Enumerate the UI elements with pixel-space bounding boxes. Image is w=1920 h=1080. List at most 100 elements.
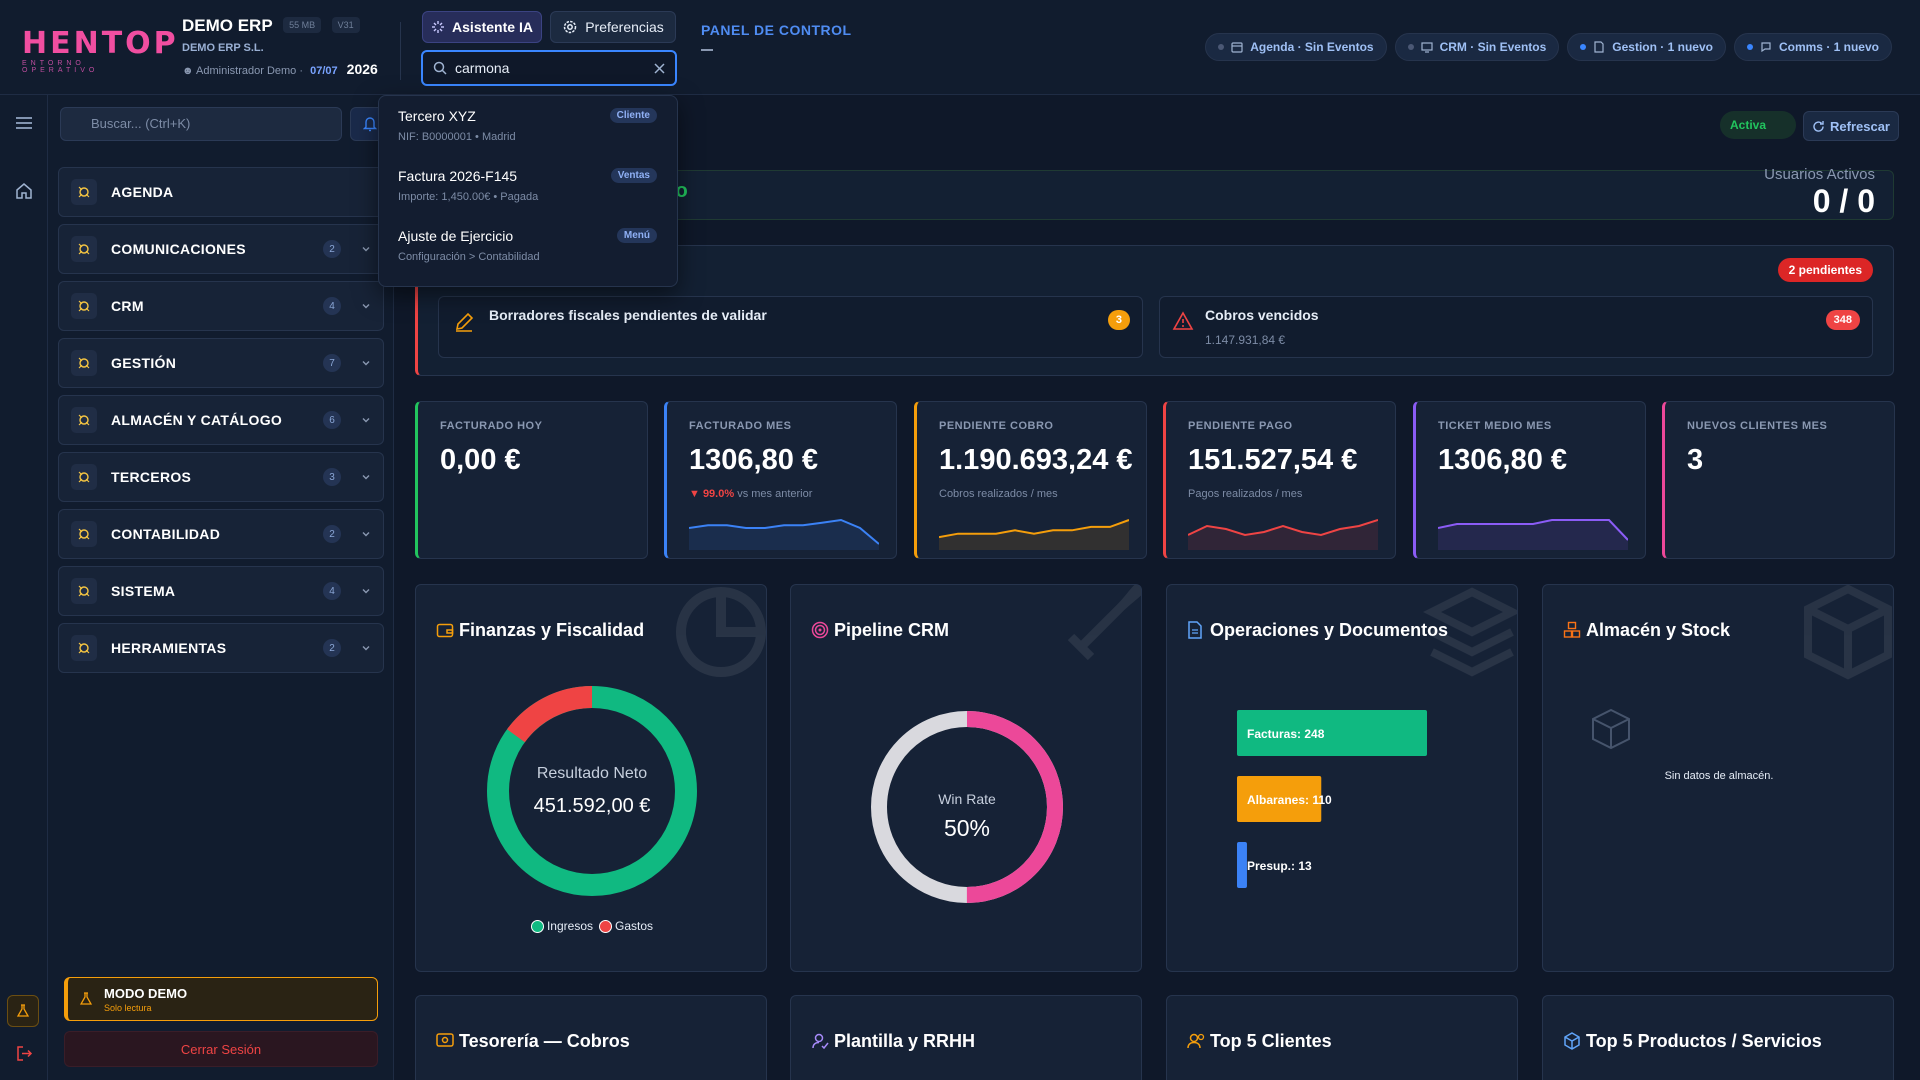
alert-title: Borradores fiscales pendientes de valida… <box>489 307 767 323</box>
bar-presup[interactable] <box>1237 842 1247 888</box>
clear-search-icon[interactable] <box>654 62 665 74</box>
sidebar-item-herramientas[interactable]: HERRAMIENTAS 2 <box>58 623 384 673</box>
bar-facturas[interactable] <box>1237 710 1427 756</box>
status-dot <box>1746 44 1753 50</box>
card-title: Tesorería — Cobros <box>459 1031 630 1051</box>
legend-swatch <box>530 919 544 933</box>
brand-logo[interactable]: HENTOP ENTORNO OPERATIVO <box>22 29 176 75</box>
result-subtitle: NIF: B0000001 • Madrid <box>398 131 516 143</box>
notification-chip[interactable]: Gestion · 1 nuevo <box>1567 33 1726 61</box>
status-dot <box>1580 44 1587 50</box>
sparkline-line <box>1438 519 1628 541</box>
users-icon <box>1187 1032 1207 1050</box>
chevron-down-icon[interactable] <box>361 415 371 425</box>
search-result-item[interactable]: Factura 2026-F145 Importe: 1,450.00€ • Pa… <box>379 168 677 228</box>
sidebar-item-label: SISTEMA <box>111 583 176 599</box>
chevron-down-icon[interactable] <box>361 529 371 539</box>
alert-title: Cobros vencidos <box>1205 307 1319 323</box>
kpi-value: 1.190.693,24 € <box>939 444 1133 476</box>
notification-chip[interactable]: Agenda · Sin Eventos <box>1205 33 1387 61</box>
box-icon <box>1563 1032 1581 1050</box>
kpi-card[interactable]: FACTURADO MES 1306,80 € ▼ 99.0% vs mes ant… <box>664 401 897 559</box>
sidebar-item-contabilidad[interactable]: CONTABILIDAD 2 <box>58 509 384 559</box>
logo-tagline: ENTORNO OPERATIVO <box>22 60 99 74</box>
sidebar-item-count: 7 <box>323 354 341 372</box>
flask-icon[interactable] <box>7 995 39 1027</box>
kpi-sparkline <box>1188 519 1378 550</box>
notification-chip[interactable]: Comms · 1 nuevo <box>1733 33 1892 61</box>
fiscal-year[interactable]: 2026 <box>346 61 378 77</box>
chevron-down-icon[interactable] <box>361 301 371 311</box>
sidebar-item-crm[interactable]: CRM 4 <box>58 281 384 331</box>
notification-chip[interactable]: CRM · Sin Eventos <box>1394 33 1560 61</box>
warning-icon <box>1172 311 1194 331</box>
chevron-down-icon[interactable] <box>361 244 371 254</box>
pie-watermark-icon <box>676 587 766 677</box>
refresh-button[interactable]: Refrescar <box>1803 111 1899 141</box>
card-title: Plantilla y RRHH <box>834 1031 976 1051</box>
logout-icon[interactable] <box>12 1041 36 1065</box>
company-name: DEMO ERP <box>182 16 273 35</box>
alert-fiscal-drafts[interactable]: Borradores fiscales pendientes de valida… <box>438 296 1143 358</box>
sidebar-item-comunicaciones[interactable]: COMUNICACIONES 2 <box>58 224 384 274</box>
kpi-card[interactable]: PENDIENTE PAGO 151.527,54 € Pagos realizad… <box>1163 401 1396 559</box>
warehouse-icon <box>71 407 97 433</box>
search-result-item[interactable]: Ajuste de Ejercicio Configuración > Conta… <box>379 228 677 288</box>
user-name: Administrador Demo <box>196 65 297 77</box>
main-content: Activa Refrescar lo Usuarios Activos 0 /… <box>395 95 1920 1080</box>
global-search-input[interactable] <box>455 60 646 76</box>
sparkline-area <box>1438 520 1628 550</box>
donut-slice-gastos[interactable] <box>507 686 593 743</box>
finance-card: Finanzas y Fiscalidad Resultado Neto 451… <box>415 584 767 972</box>
kpi-trend-value: ▼ 99.0% <box>689 488 735 500</box>
sidebar-item-sistema[interactable]: SISTEMA 4 <box>58 566 384 616</box>
chevron-down-icon[interactable] <box>361 586 371 596</box>
kpi-card[interactable]: NUEVOS CLIENTES MES 3 <box>1662 401 1895 559</box>
chip-label: CRM · Sin Eventos <box>1439 40 1547 54</box>
stock-card: Almacén y Stock Sin datos de almacén. <box>1542 584 1894 972</box>
sparkline-line <box>689 518 879 545</box>
sidebar-item-gesti-n[interactable]: GESTIÓN 7 <box>58 338 384 388</box>
search-result-item[interactable]: Tercero XYZ NIF: B0000001 • Madrid Cliente <box>379 108 677 168</box>
chevron-down-icon[interactable] <box>361 643 371 653</box>
sidebar-item-count: 6 <box>323 411 341 429</box>
sidebar-search-input[interactable]: Buscar... (Ctrl+K) <box>60 107 342 141</box>
gauge-value: 50% <box>943 815 991 841</box>
alert-overdue-collections[interactable]: Cobros vencidos 1.147.931,84 € 348 <box>1159 296 1873 358</box>
sidebar-item-label: GESTIÓN <box>111 355 177 371</box>
sidebar-item-count: 2 <box>323 639 341 657</box>
hamburger-menu-icon[interactable] <box>12 111 36 135</box>
finance-donut-chart <box>487 686 697 896</box>
building-icon <box>71 350 97 376</box>
db-size-badge: 55 MB <box>283 17 322 33</box>
ai-assistant-button[interactable]: Asistente IA <box>422 11 542 43</box>
sparkline-area <box>939 520 1129 550</box>
kpi-label: PENDIENTE COBRO <box>939 420 1054 432</box>
preferences-button[interactable]: Preferencias <box>550 11 676 43</box>
logout-button[interactable]: Cerrar Sesión <box>64 1031 378 1067</box>
status-dot <box>1407 44 1414 50</box>
card-title: Pipeline CRM <box>834 620 950 640</box>
result-category-tag: Cliente <box>609 108 657 123</box>
sidebar-item-terceros[interactable]: TERCEROS 3 <box>58 452 384 502</box>
kpi-card[interactable]: FACTURADO HOY 0,00 € <box>415 401 648 559</box>
cog-icon <box>71 578 97 604</box>
chevron-down-icon[interactable] <box>361 472 371 482</box>
home-icon[interactable] <box>12 179 36 203</box>
chevron-down-icon[interactable] <box>361 358 371 368</box>
sidebar-item-label: CONTABILIDAD <box>111 526 221 542</box>
bar-albaranes[interactable] <box>1237 776 1322 822</box>
satellite-icon <box>71 236 97 262</box>
donut-legend: Ingresos Gastos <box>416 919 766 933</box>
kpi-card[interactable]: TICKET MEDIO MES 1306,80 € <box>1413 401 1646 559</box>
demo-mode-banner: MODO DEMO Solo lectura <box>64 977 378 1021</box>
summary-card: Tesorería — Cobros <box>415 995 767 1080</box>
network-icon <box>71 293 97 319</box>
calendar-sun-icon <box>71 179 97 205</box>
layers-watermark-icon <box>1423 587 1517 677</box>
kpi-card[interactable]: PENDIENTE COBRO 1.190.693,24 € Cobros real… <box>914 401 1147 559</box>
kpi-label: PENDIENTE PAGO <box>1188 420 1293 432</box>
icon-rail <box>0 95 48 1080</box>
sidebar-item-agenda[interactable]: AGENDA <box>58 167 384 217</box>
sidebar-item-almac-n-y-cat-logo[interactable]: ALMACÉN Y CATÁLOGO 6 <box>58 395 384 445</box>
